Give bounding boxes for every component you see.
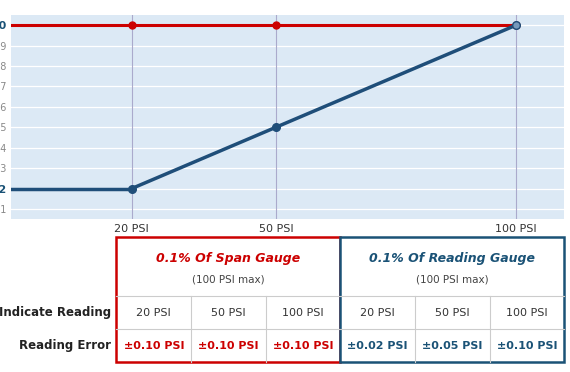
Text: 0.1% Of Reading Gauge: 0.1% Of Reading Gauge: [369, 252, 535, 265]
Bar: [340, 237, 564, 362]
Text: ±0.10 PSI: ±0.10 PSI: [273, 341, 333, 351]
Text: Reading Error: Reading Error: [19, 339, 111, 352]
Text: (100 PSI max): (100 PSI max): [416, 275, 488, 285]
Text: 50 PSI: 50 PSI: [211, 308, 246, 318]
Text: ±0.10 PSI: ±0.10 PSI: [198, 341, 259, 351]
Text: 50 PSI: 50 PSI: [435, 308, 470, 318]
Text: Indicate Reading: Indicate Reading: [0, 306, 111, 319]
Text: ±0.10 PSI: ±0.10 PSI: [496, 341, 557, 351]
Text: ±0.02 PSI: ±0.02 PSI: [348, 341, 408, 351]
Text: PSI: PSI: [39, 0, 72, 3]
Text: 0.1% Of Span Gauge: 0.1% Of Span Gauge: [156, 252, 300, 265]
Bar: [116, 237, 340, 362]
Text: (100 PSI max): (100 PSI max): [192, 275, 264, 285]
Text: 20 PSI: 20 PSI: [136, 308, 171, 318]
Text: 100 PSI: 100 PSI: [282, 308, 324, 318]
Text: 100 PSI: 100 PSI: [506, 308, 548, 318]
Text: 20 PSI: 20 PSI: [360, 308, 395, 318]
Text: ±0.10 PSI: ±0.10 PSI: [124, 341, 184, 351]
Text: Error: Error: [78, 0, 120, 3]
Text: ±0.05 PSI: ±0.05 PSI: [422, 341, 483, 351]
